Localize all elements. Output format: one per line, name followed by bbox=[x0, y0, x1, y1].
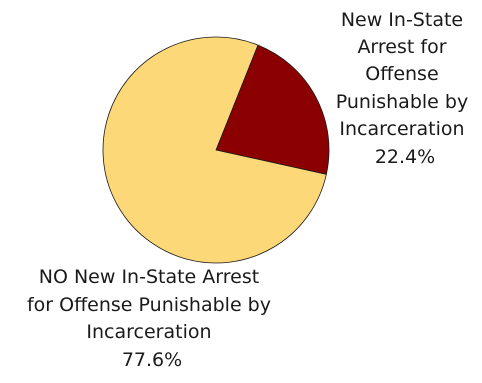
slice-0-label-line-2: Arrest for bbox=[357, 36, 446, 58]
slice-1-value-label: 77.6% bbox=[122, 349, 182, 371]
pie-slice-no-in-state-arrest bbox=[102, 36, 327, 264]
slice-0-label-line-5: Incarceration bbox=[339, 118, 464, 140]
slice-0-value-label: 22.4% bbox=[375, 146, 435, 168]
pie-slices bbox=[102, 36, 330, 264]
slice-1-label-line-1: NO New In-State Arrest bbox=[39, 266, 259, 288]
slice-label-no-in-state-arrest: NO New In-State Arrest for Offense Punis… bbox=[27, 266, 277, 371]
slice-0-label-line-4: Punishable by bbox=[336, 91, 468, 113]
slice-label-in-state-arrest: New In-State Arrest for Offense Punishab… bbox=[336, 9, 475, 168]
slice-1-label-line-2: for Offense Punishable by bbox=[27, 294, 271, 316]
slice-0-label-line-3: Offense bbox=[365, 63, 438, 85]
slice-1-label-line-3: Incarceration bbox=[86, 321, 211, 343]
pie-slice-in-state-arrest bbox=[215, 44, 330, 175]
slice-0-label-line-1: New In-State bbox=[341, 9, 463, 31]
